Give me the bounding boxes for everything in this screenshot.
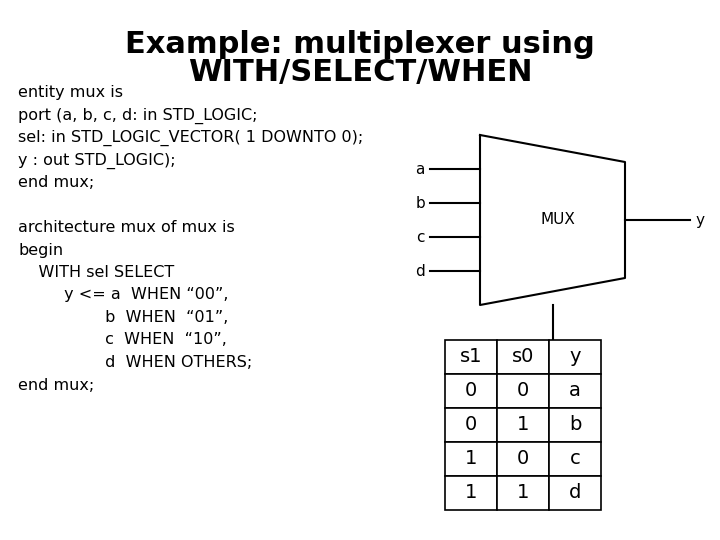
Text: b: b [569, 415, 581, 435]
Bar [549, 340, 601, 374]
Text: c: c [416, 230, 425, 245]
Bar [445, 408, 497, 442]
Bar [549, 408, 601, 442]
Text: 1: 1 [517, 483, 529, 503]
Text: y: y [570, 348, 581, 367]
Text: Sel (1:0): Sel (1:0) [523, 365, 582, 379]
Text: 1: 1 [465, 449, 477, 469]
Text: s0: s0 [512, 348, 534, 367]
Text: 0: 0 [465, 415, 477, 435]
Bar [445, 476, 497, 510]
Text: Example: multiplexer using: Example: multiplexer using [125, 30, 595, 59]
Polygon shape [480, 135, 625, 305]
Text: c  WHEN  “10”,: c WHEN “10”, [18, 333, 227, 348]
Bar [497, 442, 549, 476]
Text: c: c [570, 449, 580, 469]
Bar [549, 442, 601, 476]
Text: end mux;: end mux; [18, 175, 94, 190]
Text: d: d [415, 264, 425, 279]
Text: y : out STD_LOGIC);: y : out STD_LOGIC); [18, 152, 176, 168]
Text: begin: begin [18, 242, 63, 258]
Text: MUX: MUX [540, 213, 575, 227]
Text: 1: 1 [465, 483, 477, 503]
Text: y <= a  WHEN “00”,: y <= a WHEN “00”, [18, 287, 228, 302]
Text: d  WHEN OTHERS;: d WHEN OTHERS; [18, 355, 252, 370]
Text: entity mux is: entity mux is [18, 85, 123, 100]
Text: architecture mux of mux is: architecture mux of mux is [18, 220, 235, 235]
Text: a: a [415, 161, 425, 177]
Text: 0: 0 [465, 381, 477, 401]
Text: port (a, b, c, d: in STD_LOGIC;: port (a, b, c, d: in STD_LOGIC; [18, 107, 258, 124]
Text: end mux;: end mux; [18, 377, 94, 393]
Text: b  WHEN  “01”,: b WHEN “01”, [18, 310, 228, 325]
Bar [445, 442, 497, 476]
Bar [497, 340, 549, 374]
Text: 0: 0 [517, 381, 529, 401]
Bar [445, 340, 497, 374]
Text: WITH sel SELECT: WITH sel SELECT [18, 265, 174, 280]
Bar [549, 374, 601, 408]
Text: 0: 0 [517, 449, 529, 469]
Bar [497, 476, 549, 510]
Text: a: a [569, 381, 581, 401]
Text: b: b [415, 195, 425, 211]
Bar [497, 408, 549, 442]
Text: 1: 1 [517, 415, 529, 435]
Text: y: y [695, 213, 704, 227]
Text: sel: in STD_LOGIC_VECTOR( 1 DOWNTO 0);: sel: in STD_LOGIC_VECTOR( 1 DOWNTO 0); [18, 130, 364, 146]
Text: d: d [569, 483, 581, 503]
Bar [497, 374, 549, 408]
Text: WITH/SELECT/WHEN: WITH/SELECT/WHEN [188, 58, 532, 87]
Text: s1: s1 [460, 348, 482, 367]
Bar [445, 374, 497, 408]
Bar [549, 476, 601, 510]
